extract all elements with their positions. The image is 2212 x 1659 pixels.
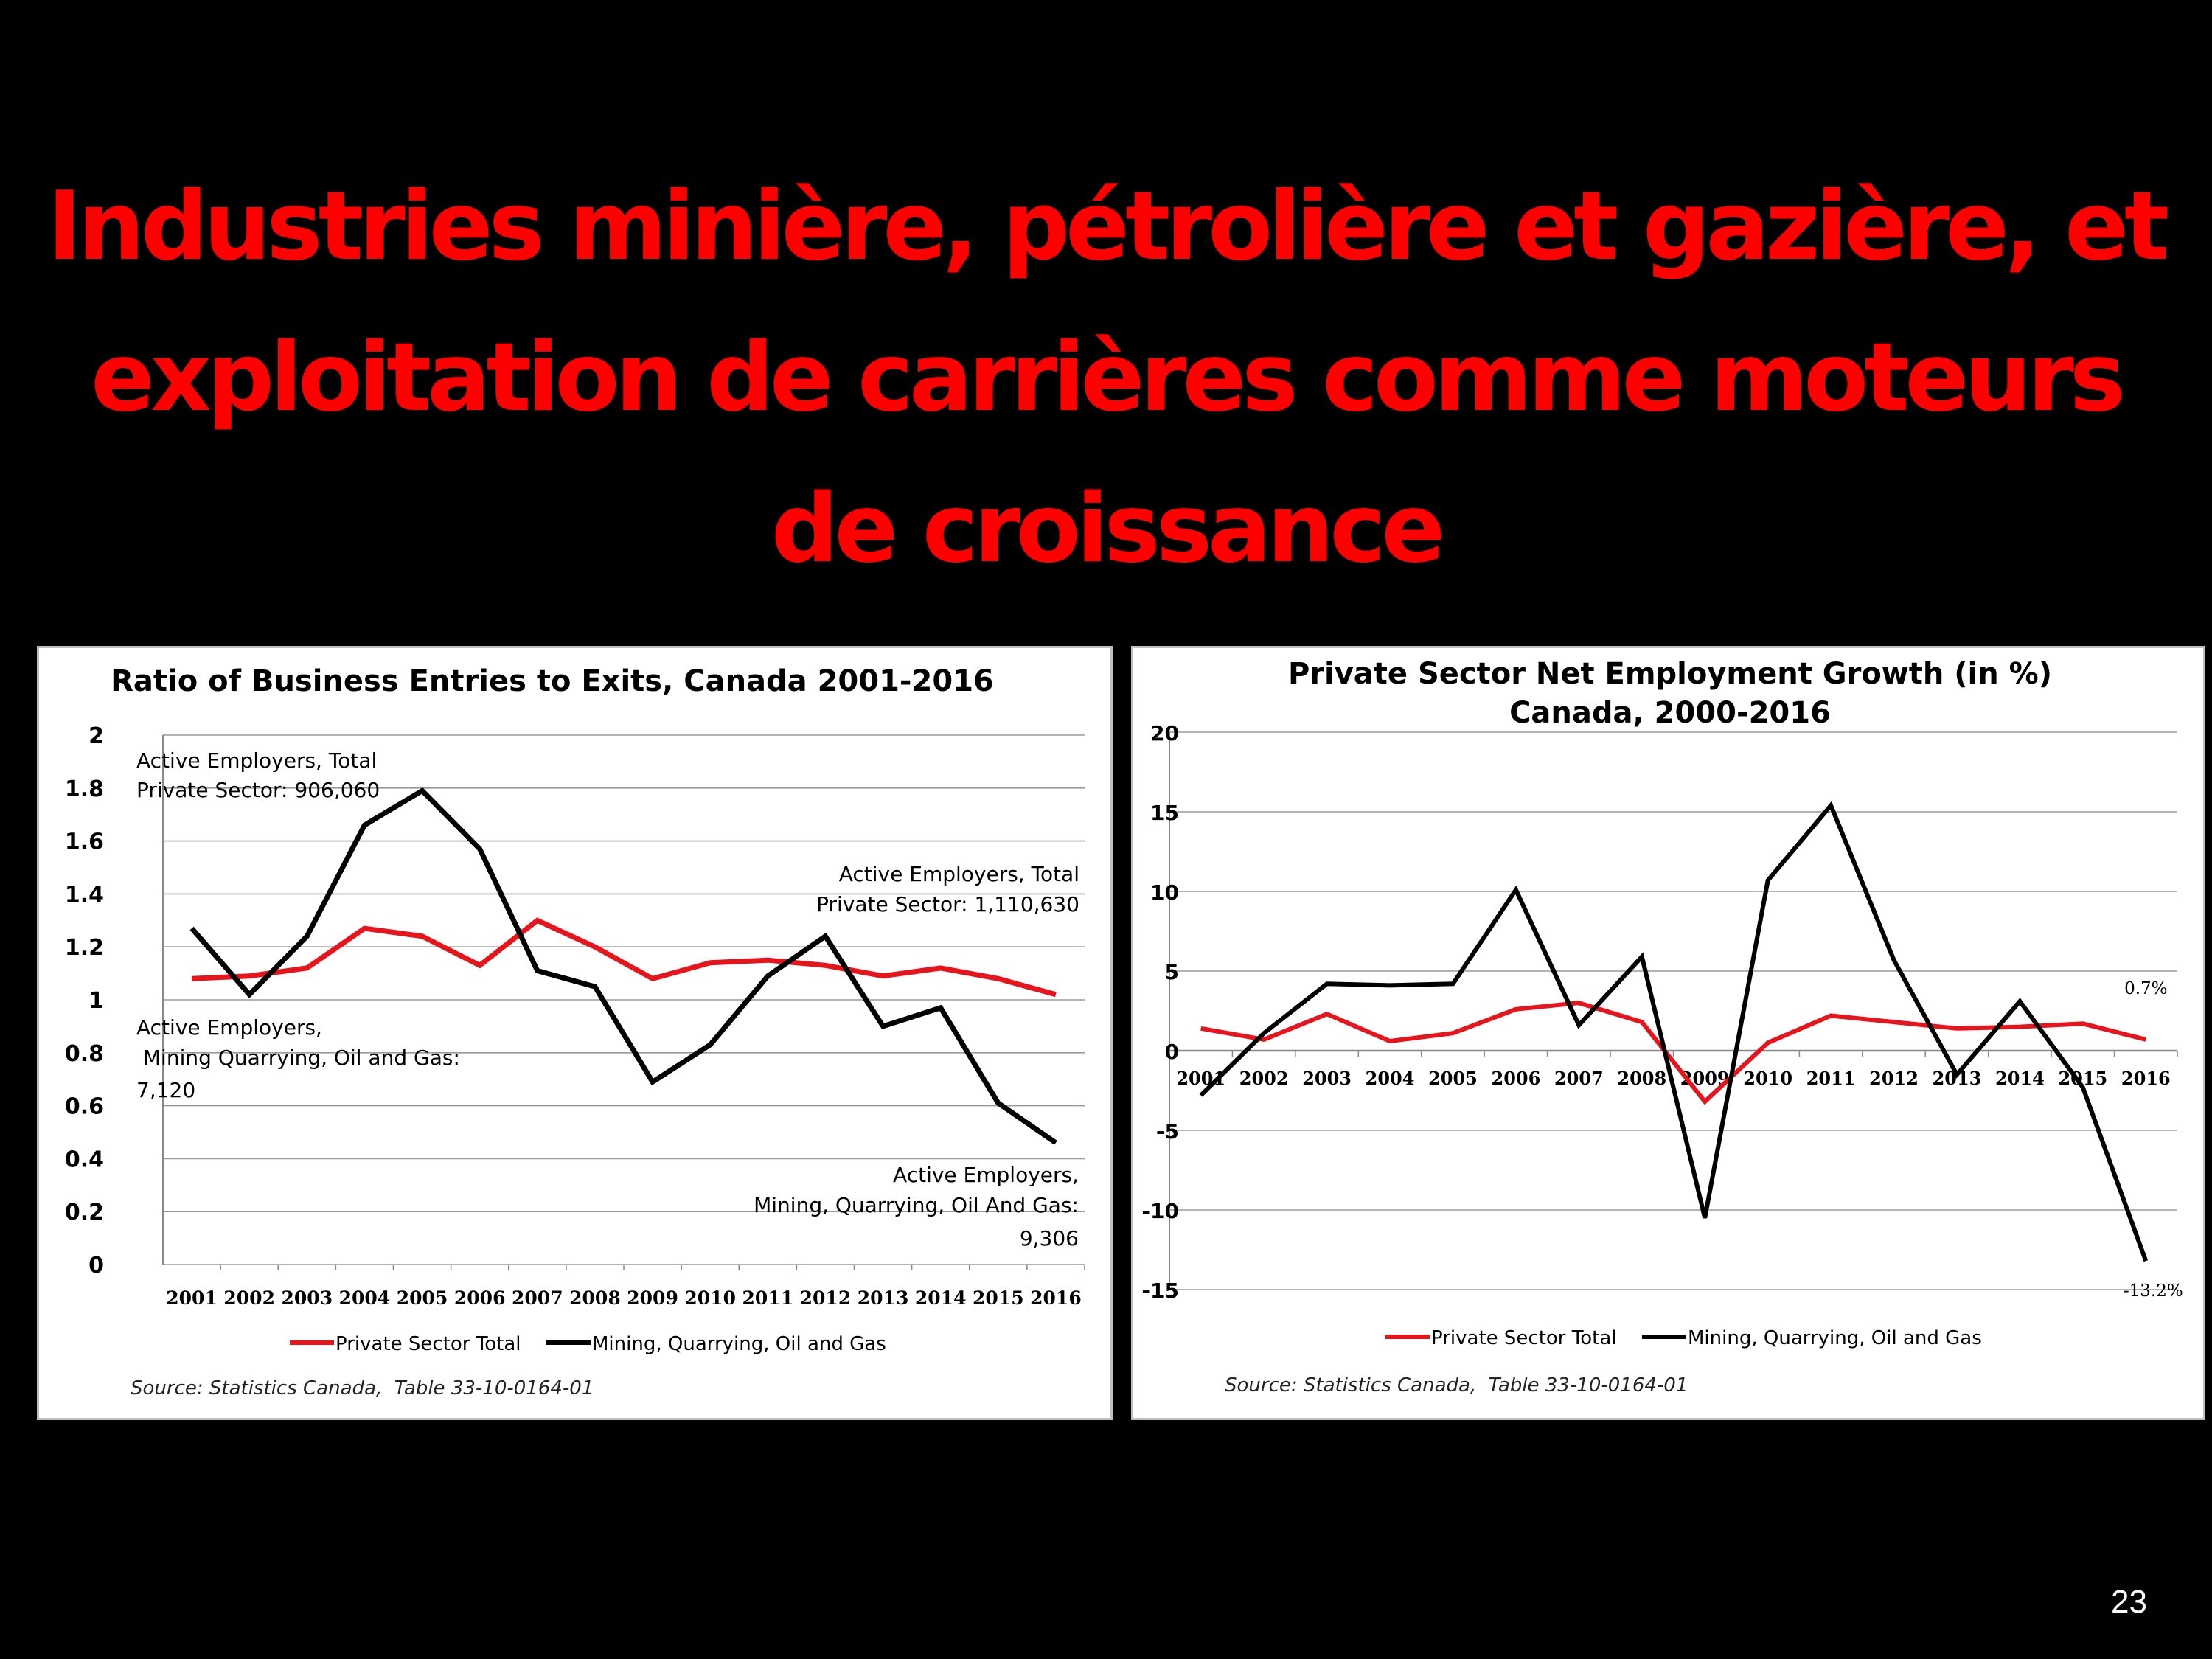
legend: Private Sector Total Mining, Quarrying, …: [290, 1333, 886, 1355]
annotation-line: Active Employers,: [893, 1163, 1079, 1187]
y-tick-label: 5: [1165, 960, 1179, 984]
y-tick-label: 1.8: [65, 776, 104, 802]
entries-exits-chart-panel: Ratio of Business Entries to Exits, Cana…: [37, 646, 1113, 1420]
y-tick-label: -15: [1141, 1279, 1179, 1303]
x-tick-label: 2012: [1869, 1068, 1919, 1089]
x-tick-label: 2016: [2121, 1068, 2171, 1089]
y-tick-label: 1.4: [65, 882, 104, 908]
annotation-line: Private Sector: 906,060: [136, 778, 380, 802]
y-axis-ticks: 2 1.8 1.6 1.4 1.2 1 0.8 0.6 0.4 0.2 0: [65, 723, 104, 1279]
x-tick-label: 2006: [454, 1287, 506, 1309]
annotation-line: Active Employers, Total: [839, 862, 1079, 886]
x-tick-label: 2011: [1806, 1068, 1856, 1089]
y-tick-label: 1: [88, 988, 104, 1014]
gridlines: [162, 734, 1085, 1265]
y-tick-label: -10: [1141, 1199, 1179, 1223]
y-tick-label: 0: [1165, 1040, 1179, 1064]
annotation-line: Mining Quarrying, Oil and Gas:: [136, 1046, 460, 1070]
y-tick-label: 0.6: [65, 1094, 104, 1120]
y-tick-label: 10: [1150, 880, 1179, 905]
x-tick-label: 2007: [1554, 1068, 1604, 1089]
series-lines: [189, 787, 1057, 1145]
x-tick-label: 2008: [569, 1287, 621, 1309]
chart-title: Ratio of Business Entries to Exits, Cana…: [111, 664, 994, 698]
y-tick-label: 1.6: [65, 830, 104, 855]
x-axis-ticks: 2001 2002 2003 2004 2005 2006 2007 2008 2009 2010…: [1176, 1051, 2178, 1089]
y-tick-label: 15: [1150, 801, 1179, 825]
source-note: Source: Statistics Canada, Table 33-10-0…: [131, 1377, 594, 1399]
x-tick-label: 2003: [1302, 1068, 1352, 1089]
legend-label-private: Private Sector Total: [335, 1333, 521, 1355]
x-tick-label: 2001: [166, 1287, 218, 1309]
annotation-total-2001: Active Employers, Total Private Sector: …: [136, 748, 380, 802]
x-tick-label: 2007: [512, 1287, 563, 1309]
x-tick-label: 2009: [627, 1287, 678, 1309]
x-tick-label: 2003: [282, 1287, 333, 1309]
x-tick-label: 2002: [1239, 1068, 1289, 1089]
annotation-line: Active Employers,: [136, 1015, 322, 1040]
x-tick-label: 2004: [1366, 1068, 1415, 1089]
entries-exits-chart: Ratio of Business Entries to Exits, Cana…: [65, 664, 1085, 1399]
legend: Private Sector Total Mining, Quarrying, …: [1385, 1327, 1982, 1349]
page-number: 23: [2111, 1584, 2147, 1620]
y-tick-label: 2: [88, 723, 104, 749]
annotation-line: 7,120: [136, 1078, 195, 1102]
y-tick-label: 0.8: [65, 1041, 104, 1067]
annotation-total-2016: Active Employers, Total Private Sector: …: [816, 862, 1079, 917]
x-tick-label: 2010: [684, 1287, 736, 1309]
end-label-mining: -13.2%: [2124, 1281, 2183, 1301]
chart-title-line-2: Canada, 2000-2016: [1509, 696, 1831, 730]
y-tick-label: -5: [1156, 1119, 1179, 1144]
y-tick-label: 0.4: [65, 1147, 104, 1172]
annotation-mining-2016: Active Employers, Mining, Quarrying, Oil…: [754, 1163, 1079, 1251]
x-tick-label: 2011: [742, 1287, 794, 1309]
x-tick-label: 2005: [1428, 1068, 1478, 1089]
annotation-line: Active Employers, Total: [136, 748, 377, 773]
annotation-line: Mining, Quarrying, Oil And Gas:: [754, 1193, 1079, 1217]
x-tick-label: 2015: [973, 1287, 1024, 1309]
title-line-1: Industries minière, pétrolière et gazièr…: [46, 172, 2169, 282]
x-tick-label: 2002: [223, 1287, 275, 1309]
x-tick-label: 2014: [915, 1287, 967, 1309]
annotation-line: Private Sector: 1,110,630: [816, 892, 1079, 917]
x-tick-label: 2014: [1995, 1068, 2045, 1089]
x-tick-label: 2013: [858, 1287, 909, 1309]
x-axis-ticks: 2001 2002 2003 2004 2005 2006 2007 2008 2009 2010…: [166, 1265, 1085, 1309]
source-note: Source: Statistics Canada, Table 33-10-0…: [1225, 1374, 1688, 1397]
employment-growth-chart: Private Sector Net Employment Growth (in…: [1141, 657, 2183, 1397]
y-tick-label: 0: [88, 1253, 104, 1279]
title-line-2: exploitation de carrières comme moteurs: [91, 323, 2126, 433]
x-tick-label: 2004: [339, 1287, 391, 1309]
title-line-3: de croissance: [771, 474, 1445, 584]
x-tick-label: 2006: [1492, 1068, 1541, 1089]
mining-quarrying-oil-gas-line: [189, 787, 1057, 1145]
end-label-private: 0.7%: [2124, 979, 2167, 998]
series-lines: [1199, 801, 2149, 1262]
y-tick-label: 0.2: [65, 1200, 104, 1225]
legend-label-mining: Mining, Quarrying, Oil and Gas: [1688, 1327, 1982, 1349]
x-tick-label: 2010: [1743, 1068, 1792, 1089]
legend-label-mining: Mining, Quarrying, Oil and Gas: [592, 1333, 886, 1355]
chart-title-line-1: Private Sector Net Employment Growth (in…: [1288, 657, 2052, 691]
x-tick-label: 2016: [1030, 1287, 1082, 1309]
private-sector-total-line: [1200, 1001, 2147, 1105]
y-tick-label: 20: [1150, 721, 1179, 745]
private-sector-total-line: [191, 917, 1057, 998]
slide-title: Industries minière, pétrolière et gazièr…: [44, 151, 2169, 605]
employment-growth-chart-panel: Private Sector Net Employment Growth (in…: [1131, 646, 2205, 1420]
x-tick-label: 2012: [800, 1287, 852, 1309]
mining-quarrying-oil-gas-line: [1199, 801, 2149, 1262]
annotation-line: 9,306: [1020, 1226, 1079, 1251]
annotation-mining-2001: Active Employers, Mining Quarrying, Oil …: [136, 1015, 460, 1102]
x-tick-label: 2005: [397, 1287, 448, 1309]
legend-label-private: Private Sector Total: [1431, 1327, 1616, 1349]
y-tick-label: 1.2: [65, 935, 104, 961]
gridlines: [1169, 731, 2177, 1290]
y-axis-ticks: 20 15 10 5 0 -5 -10 -15: [1141, 721, 1179, 1303]
x-tick-label: 2008: [1617, 1068, 1666, 1089]
